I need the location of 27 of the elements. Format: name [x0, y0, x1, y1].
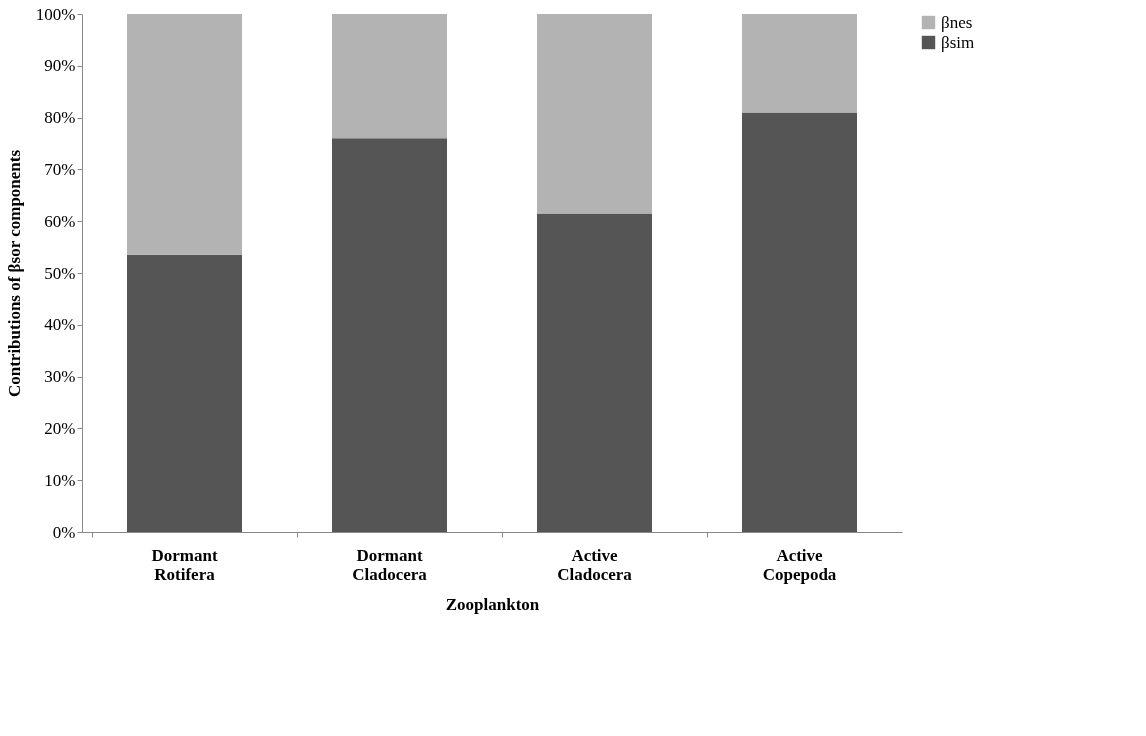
- bar: [537, 14, 652, 214]
- legend-label: βsim: [941, 32, 975, 52]
- y-tick-label: 90%: [44, 56, 76, 76]
- y-tick-label: 0%: [52, 522, 76, 542]
- y-tick-label: 20%: [44, 418, 76, 438]
- x-tick-label: Active Cladocera: [557, 545, 633, 584]
- x-tick-label: Dormant Cladocera: [352, 545, 428, 584]
- bar: [332, 14, 447, 139]
- y-tick-label: 30%: [44, 367, 76, 387]
- y-tick-label: 100%: [35, 4, 76, 24]
- legend-label: βnes: [941, 12, 973, 32]
- y-axis-title: Contributions of βsor components: [4, 149, 24, 398]
- bar: [127, 14, 242, 255]
- y-tick-label: 10%: [44, 470, 76, 490]
- y-tick-label: 40%: [44, 315, 76, 335]
- y-tick-label: 60%: [44, 211, 76, 231]
- x-axis-title: Zooplankton: [445, 594, 540, 614]
- y-tick-label: 50%: [44, 263, 76, 283]
- x-tick-label: Active Copepoda: [762, 545, 837, 584]
- bar: [127, 254, 242, 532]
- bar: [742, 112, 857, 532]
- bar: [742, 14, 857, 113]
- x-tick-label: Dormant Rotifera: [151, 545, 218, 584]
- y-tick-label: 70%: [44, 159, 76, 179]
- bar: [537, 213, 652, 532]
- bar: [332, 138, 447, 532]
- y-tick-label: 80%: [44, 108, 76, 128]
